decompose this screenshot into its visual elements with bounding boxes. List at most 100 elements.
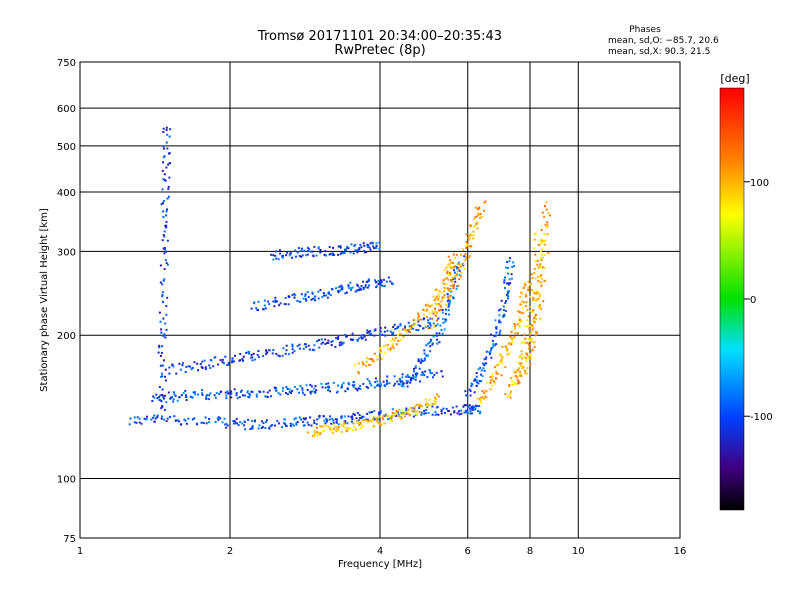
data-point <box>371 242 374 245</box>
data-point <box>467 237 470 240</box>
phase-info-x: mean, sd,X: 90.3, 21.5 <box>608 47 710 57</box>
data-point <box>323 253 326 256</box>
data-point <box>326 419 329 422</box>
data-point <box>171 364 174 367</box>
data-point <box>507 282 510 285</box>
data-point <box>423 412 426 415</box>
data-point <box>511 340 514 343</box>
data-point <box>520 375 523 377</box>
data-point <box>414 366 417 369</box>
data-point <box>184 389 187 392</box>
data-point <box>337 245 340 248</box>
data-point <box>367 421 370 424</box>
data-point <box>441 311 444 314</box>
data-point <box>277 392 280 394</box>
data-point <box>365 251 368 253</box>
data-point <box>215 392 218 394</box>
data-point <box>344 292 347 295</box>
data-point <box>322 292 325 294</box>
data-point <box>140 422 143 425</box>
data-point <box>322 415 325 418</box>
data-point <box>304 293 307 296</box>
data-point <box>510 277 513 280</box>
data-point <box>520 342 523 344</box>
data-point <box>498 319 501 322</box>
data-point <box>430 372 433 375</box>
data-point <box>161 415 163 418</box>
data-point <box>406 385 409 388</box>
data-point <box>359 384 362 387</box>
data-point <box>163 173 166 176</box>
data-point <box>422 308 425 311</box>
data-point <box>382 345 385 348</box>
data-point <box>165 126 168 129</box>
data-point <box>521 357 523 360</box>
data-point <box>513 265 515 268</box>
data-point <box>344 426 346 429</box>
data-point <box>491 339 494 342</box>
data-point <box>379 423 382 426</box>
data-point <box>429 324 432 327</box>
data-point <box>448 313 451 316</box>
data-point <box>255 393 258 396</box>
data-point <box>433 326 436 329</box>
data-point <box>191 366 194 369</box>
data-point <box>519 303 522 306</box>
data-point <box>347 427 350 430</box>
data-point <box>489 381 492 384</box>
data-point <box>225 426 228 429</box>
data-point <box>544 239 547 242</box>
data-point <box>210 359 213 362</box>
data-point <box>481 362 484 365</box>
data-point <box>316 431 318 433</box>
data-point <box>494 382 496 385</box>
data-point <box>443 328 446 331</box>
data-point <box>469 407 472 410</box>
data-point <box>338 341 341 344</box>
data-point <box>163 247 166 249</box>
data-point <box>152 416 155 419</box>
data-point <box>337 384 339 387</box>
data-point <box>438 309 441 312</box>
data-point <box>373 386 376 389</box>
data-point <box>526 325 529 328</box>
data-point <box>274 424 276 427</box>
data-point <box>539 265 541 268</box>
data-point <box>163 248 166 251</box>
data-point <box>402 412 404 415</box>
data-point <box>216 417 219 420</box>
data-point <box>282 347 285 350</box>
data-point <box>428 322 431 325</box>
data-point <box>341 383 344 386</box>
data-point <box>387 276 390 279</box>
data-point <box>213 394 216 397</box>
data-point <box>445 283 448 286</box>
data-point <box>516 376 519 379</box>
data-point <box>159 394 162 397</box>
data-point <box>515 369 517 372</box>
data-point <box>533 247 536 250</box>
data-point <box>524 305 527 307</box>
data-point <box>536 259 539 262</box>
data-point <box>227 363 230 366</box>
data-point <box>340 385 343 388</box>
data-point <box>513 335 516 338</box>
data-point <box>358 247 361 250</box>
data-point <box>498 361 501 364</box>
data-point <box>382 380 385 383</box>
data-point <box>344 333 346 336</box>
data-point <box>368 380 371 383</box>
data-point <box>451 296 454 299</box>
data-point <box>361 425 364 428</box>
data-point <box>500 358 503 361</box>
data-point <box>327 382 330 385</box>
data-point <box>455 405 458 408</box>
data-point <box>473 391 476 394</box>
data-point <box>358 248 361 251</box>
data-point <box>354 243 357 246</box>
data-point <box>273 386 276 389</box>
data-point <box>365 357 368 359</box>
data-point <box>526 319 529 321</box>
data-point <box>221 421 224 424</box>
data-point <box>250 390 253 393</box>
